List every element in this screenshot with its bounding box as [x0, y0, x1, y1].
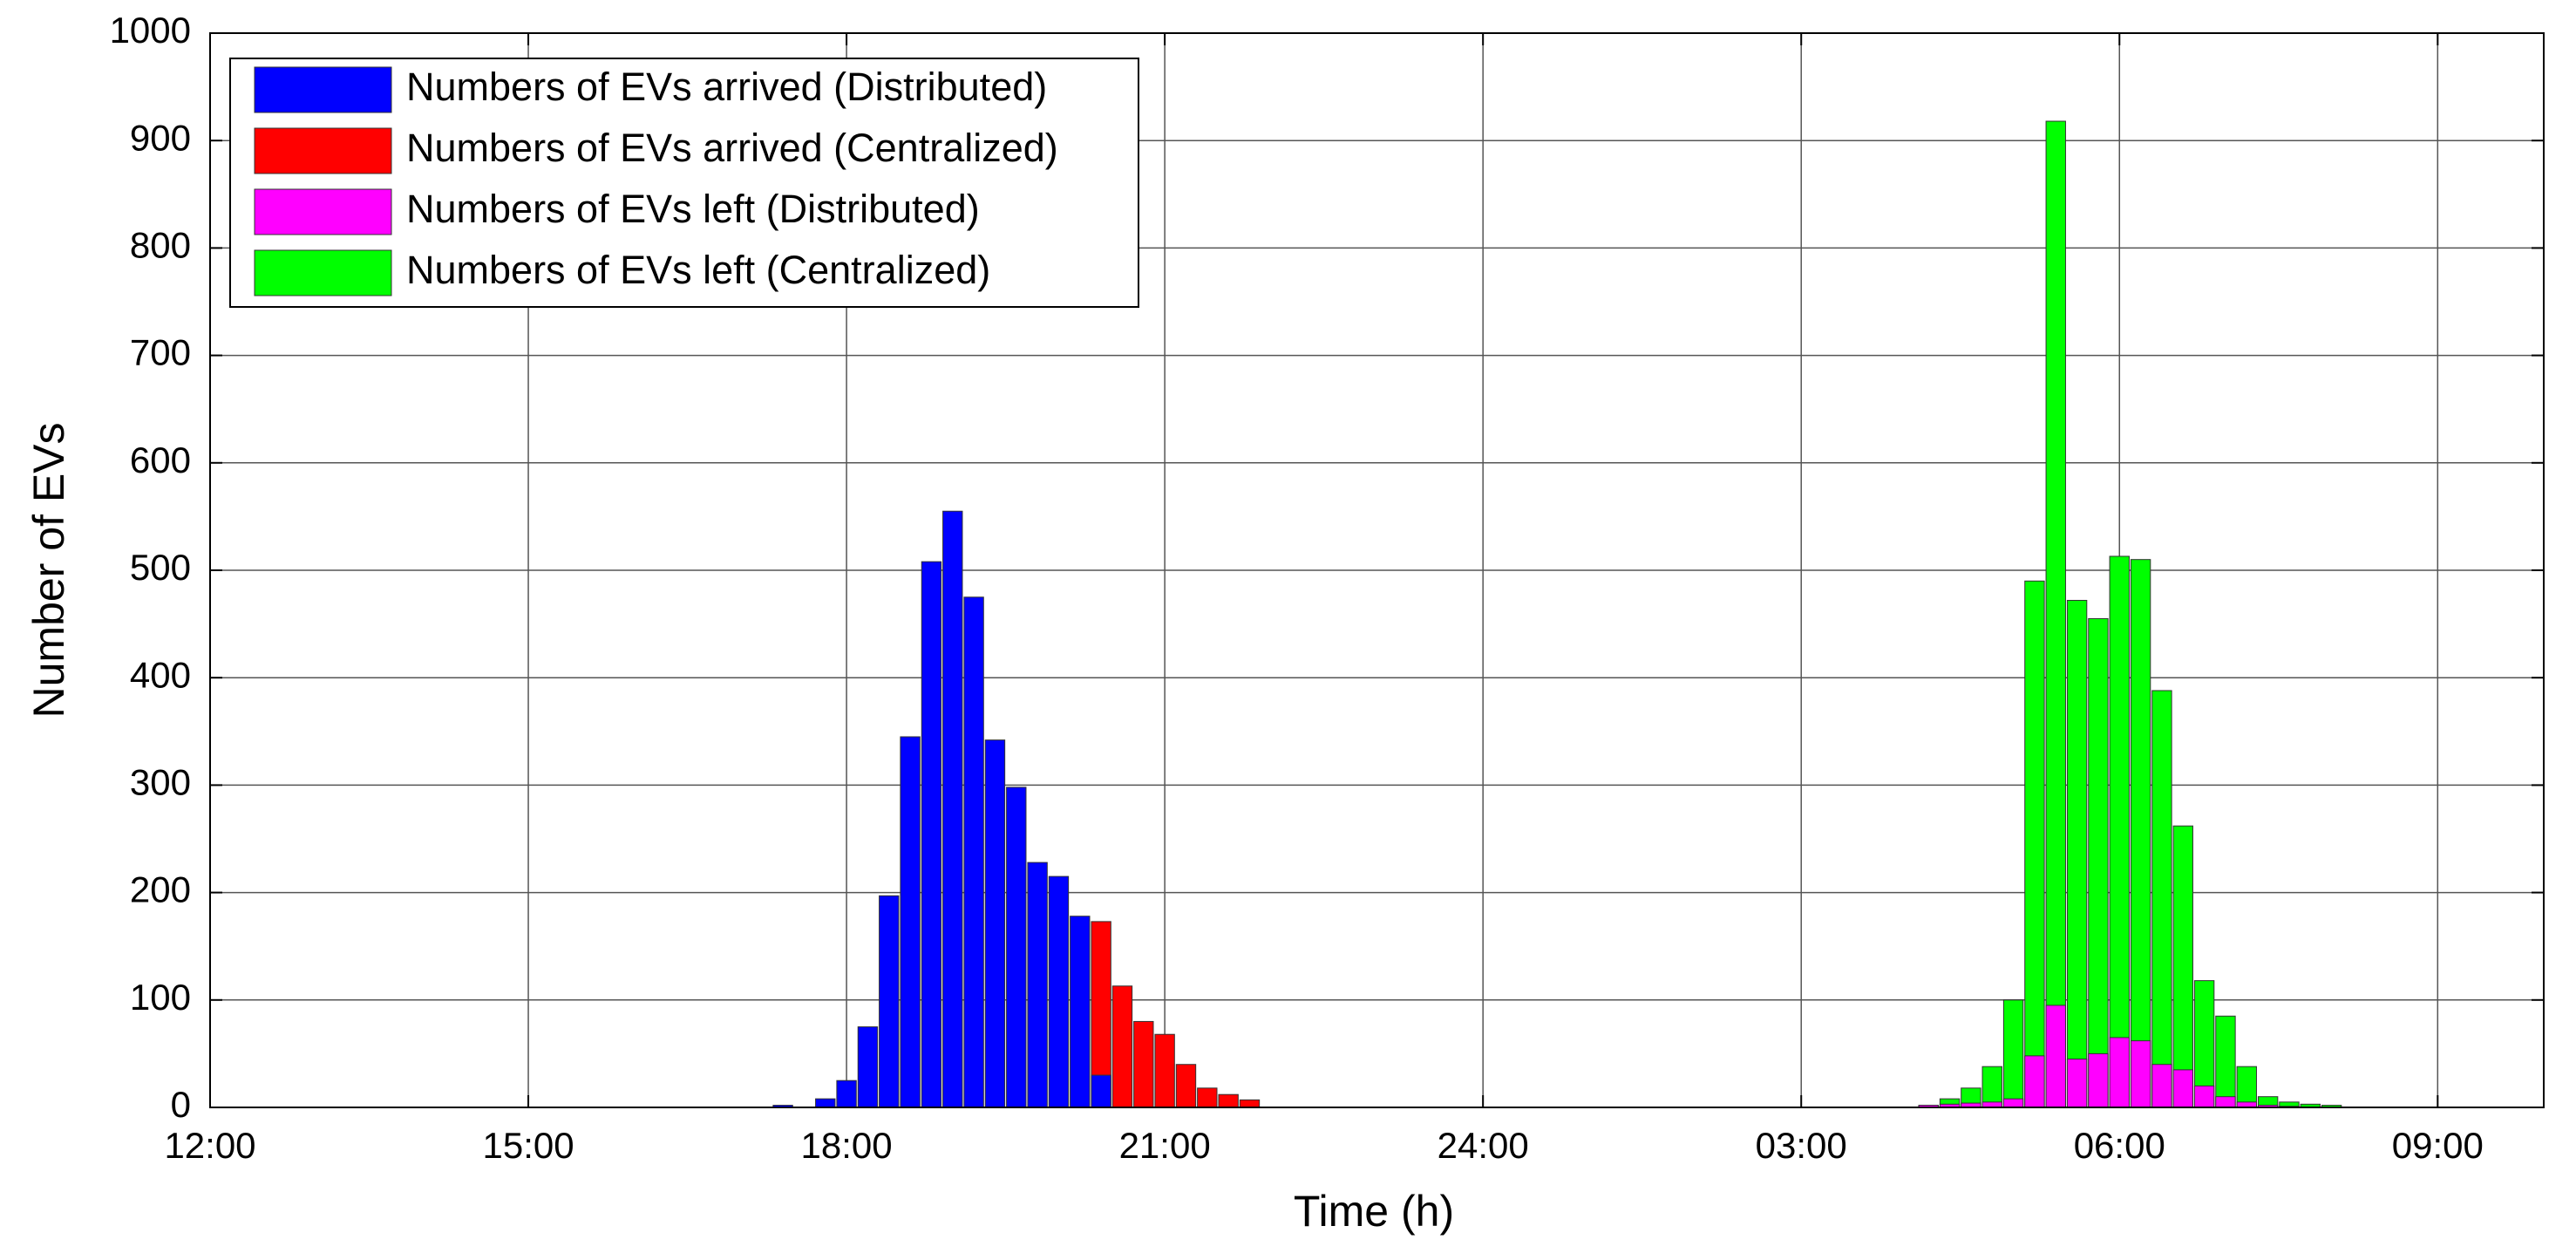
- bar: [2024, 580, 2045, 1108]
- legend-swatch: [254, 127, 392, 174]
- bar: [2045, 120, 2066, 1108]
- bar: [1218, 1093, 1239, 1108]
- legend-swatch: [254, 66, 392, 113]
- y-tick-label: 0: [171, 1084, 191, 1125]
- bar: [857, 1026, 879, 1108]
- y-tick-label: 800: [130, 224, 191, 265]
- bar: [2088, 617, 2109, 1108]
- bar: [2215, 1015, 2236, 1108]
- bar: [2151, 1064, 2172, 1108]
- bar: [815, 1098, 836, 1108]
- x-axis-label: Time (h): [1294, 1187, 1454, 1236]
- bar: [2024, 1055, 2045, 1108]
- bar: [2002, 999, 2024, 1108]
- bar: [963, 596, 984, 1108]
- bar: [2088, 1052, 2109, 1108]
- legend-label: Numbers of EVs left (Distributed): [406, 187, 980, 231]
- y-tick-label: 400: [130, 654, 191, 695]
- bar: [2172, 1069, 2193, 1108]
- bar: [1006, 787, 1027, 1108]
- x-tick-label: 12:00: [164, 1125, 255, 1166]
- bar: [836, 1080, 857, 1108]
- bar: [900, 736, 921, 1108]
- bar: [2066, 599, 2088, 1108]
- bar: [2215, 1096, 2236, 1108]
- bar: [984, 739, 1006, 1108]
- bar: [1027, 862, 1048, 1108]
- x-tick-label: 09:00: [2392, 1125, 2484, 1166]
- y-tick-label: 700: [130, 332, 191, 373]
- bar: [1048, 875, 1070, 1108]
- bar: [2151, 690, 2172, 1108]
- bar: [2002, 1098, 2024, 1108]
- x-tick-label: 21:00: [1119, 1125, 1211, 1166]
- y-tick-label: 200: [130, 869, 191, 910]
- y-tick-label: 600: [130, 439, 191, 480]
- bar: [2045, 1005, 2066, 1108]
- legend-swatch: [254, 188, 392, 235]
- x-tick-label: 06:00: [2074, 1125, 2165, 1166]
- x-tick-label: 24:00: [1438, 1125, 1529, 1166]
- bar: [2130, 559, 2151, 1108]
- bar: [2130, 1040, 2151, 1108]
- bar: [2236, 1066, 2257, 1108]
- bar: [2109, 555, 2130, 1108]
- bar: [2066, 1059, 2088, 1108]
- y-tick-label: 100: [130, 977, 191, 1018]
- bar: [2193, 1085, 2215, 1108]
- bar: [1091, 1074, 1111, 1108]
- bar: [879, 895, 900, 1108]
- bar: [1239, 1099, 1261, 1108]
- y-tick-label: 900: [130, 117, 191, 158]
- bar: [1111, 985, 1133, 1108]
- y-axis-label: Number of EVs: [24, 422, 73, 718]
- legend-label: Numbers of EVs arrived (Distributed): [406, 65, 1047, 109]
- bar: [2109, 1037, 2130, 1108]
- bar: [1197, 1087, 1218, 1108]
- y-tick-label: 500: [130, 547, 191, 588]
- bar: [1070, 916, 1091, 1108]
- bar: [1154, 1033, 1175, 1108]
- y-tick-label: 300: [130, 761, 191, 802]
- x-tick-label: 03:00: [1756, 1125, 1847, 1166]
- legend-label: Numbers of EVs arrived (Centralized): [406, 126, 1058, 170]
- bar: [1133, 1020, 1154, 1108]
- legend-label: Numbers of EVs left (Centralized): [406, 248, 990, 292]
- plot-frame: [209, 32, 2545, 1108]
- bar: [2172, 825, 2193, 1108]
- legend-swatch: [254, 249, 392, 296]
- y-tick-label: 1000: [110, 10, 191, 51]
- x-tick-label: 15:00: [482, 1125, 574, 1166]
- bar: [1175, 1064, 1197, 1108]
- bar: [921, 561, 942, 1108]
- bar: [942, 510, 963, 1108]
- bar: [1981, 1066, 2002, 1108]
- x-tick-label: 18:00: [801, 1125, 893, 1166]
